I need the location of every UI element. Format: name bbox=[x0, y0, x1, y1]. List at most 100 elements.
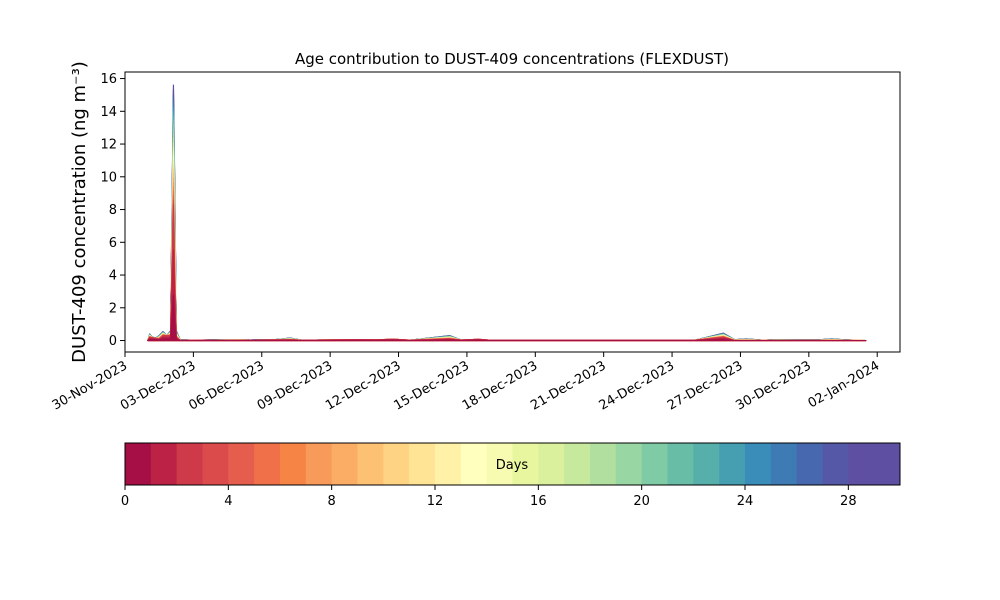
y-tick-label: 0 bbox=[109, 334, 117, 349]
colorbar-segment bbox=[435, 443, 462, 485]
area-layer-day-21 bbox=[147, 119, 867, 342]
x-tick-label: 18-Dec-2023 bbox=[460, 358, 540, 413]
area-layer-day-16 bbox=[147, 142, 867, 342]
y-tick-label: 14 bbox=[100, 105, 117, 120]
colorbar-tick-label: 12 bbox=[427, 494, 444, 509]
stacked-areas bbox=[147, 84, 867, 342]
colorbar-segment bbox=[228, 443, 255, 485]
colorbar-segment bbox=[357, 443, 384, 485]
x-tick-label: 12-Dec-2023 bbox=[323, 358, 403, 413]
area-layer-day-20 bbox=[147, 124, 867, 342]
y-tick-label: 2 bbox=[109, 301, 117, 316]
colorbar-segment bbox=[409, 443, 436, 485]
y-tick-label: 10 bbox=[100, 170, 117, 185]
area-layer-day-28 bbox=[147, 88, 867, 342]
colorbar-segment bbox=[486, 443, 513, 485]
x-tick-label: 15-Dec-2023 bbox=[392, 358, 472, 413]
y-tick-label: 16 bbox=[100, 72, 117, 87]
area-layer-day-9 bbox=[147, 173, 867, 342]
x-axis: 30-Nov-202303-Dec-202306-Dec-202309-Dec-… bbox=[50, 352, 882, 414]
area-layer-day-5 bbox=[147, 190, 867, 342]
area-layer-day-27 bbox=[147, 93, 867, 342]
area-layer-day-7 bbox=[147, 181, 867, 342]
y-tick-label: 8 bbox=[109, 203, 117, 218]
y-tick-label: 4 bbox=[109, 269, 117, 284]
y-tick-label: 12 bbox=[100, 138, 117, 153]
area-layer-day-2 bbox=[147, 204, 867, 342]
colorbar-tick-label: 16 bbox=[530, 494, 547, 509]
colorbar-segment bbox=[615, 443, 643, 485]
area-layer-day-10 bbox=[147, 168, 867, 342]
area-layer-day-15 bbox=[147, 146, 867, 342]
plot-frame bbox=[124, 71, 901, 353]
x-tick-label: 06-Dec-2023 bbox=[186, 358, 266, 413]
area-layer-day-23 bbox=[147, 111, 867, 342]
colorbar-segment bbox=[280, 443, 307, 485]
colorbar-segment bbox=[641, 443, 668, 485]
area-layer-day-6 bbox=[147, 186, 867, 342]
colorbar-segment bbox=[693, 443, 720, 485]
colorbar-tick-label: 20 bbox=[633, 494, 650, 509]
colorbar-axis: 0 4 8 12 16 20 24 28 bbox=[121, 485, 857, 509]
area-layer-day-22 bbox=[147, 115, 867, 342]
area-layer-day-26 bbox=[147, 97, 867, 342]
colorbar bbox=[124, 442, 901, 486]
colorbar-segment bbox=[874, 443, 901, 485]
colorbar-segment bbox=[590, 443, 617, 485]
colorbar-segment bbox=[383, 443, 410, 485]
colorbar-frame bbox=[124, 442, 901, 486]
area-layer-day-4 bbox=[147, 195, 867, 342]
colorbar-segment bbox=[770, 443, 798, 485]
colorbar-tick-label: 0 bbox=[121, 494, 129, 509]
y-axis: 0 2 4 6 8 10 12 14 16 bbox=[100, 72, 125, 349]
area-layer-day-12 bbox=[147, 159, 867, 342]
x-tick-label: 24-Dec-2023 bbox=[597, 358, 677, 413]
colorbar-tick-label: 28 bbox=[840, 494, 857, 509]
colorbar-segment bbox=[564, 443, 591, 485]
colorbar-label: Days bbox=[496, 458, 529, 473]
x-tick-label: 27-Dec-2023 bbox=[665, 358, 745, 413]
colorbar-segment bbox=[796, 443, 823, 485]
x-tick-label: 02-Jan-2024 bbox=[806, 358, 883, 411]
colorbar-segment bbox=[176, 443, 203, 485]
area-layer-day-29 bbox=[147, 84, 867, 342]
area-layer-day-13 bbox=[147, 155, 867, 342]
x-tick-label: 30-Dec-2023 bbox=[733, 358, 813, 413]
colorbar-segment bbox=[254, 443, 281, 485]
area-layer-day-25 bbox=[147, 102, 867, 342]
colorbar-segment bbox=[331, 443, 358, 485]
area-layer-day-1 bbox=[147, 249, 867, 342]
colorbar-segment bbox=[822, 443, 849, 485]
colorbar-segment bbox=[305, 443, 333, 485]
area-layer-day-11 bbox=[147, 164, 867, 342]
colorbar-tick-label: 8 bbox=[328, 494, 336, 509]
colorbar-segment bbox=[150, 443, 178, 485]
colorbar-segment bbox=[667, 443, 694, 485]
area-layer-day-24 bbox=[147, 106, 867, 342]
area-layer-day-19 bbox=[147, 128, 867, 342]
colorbar-segment bbox=[848, 443, 875, 485]
colorbar-tick-label: 4 bbox=[224, 494, 232, 509]
area-layer-day-18 bbox=[147, 133, 867, 342]
y-axis-label: DUST-409 concentration (ng m⁻³) bbox=[69, 61, 90, 363]
colorbar-segment bbox=[125, 443, 152, 485]
x-tick-label: 30-Nov-2023 bbox=[50, 358, 130, 413]
y-tick-label: 6 bbox=[109, 236, 117, 251]
area-layer-day-3 bbox=[147, 199, 867, 342]
area-layer-day-14 bbox=[147, 150, 867, 342]
x-tick-label: 21-Dec-2023 bbox=[528, 358, 608, 413]
colorbar-segment bbox=[745, 443, 772, 485]
area-layer-day-0 bbox=[147, 294, 867, 342]
colorbar-segment bbox=[202, 443, 229, 485]
colorbar-segment bbox=[512, 443, 539, 485]
colorbar-tick-label: 24 bbox=[737, 494, 754, 509]
area-layer-day-8 bbox=[147, 177, 867, 342]
x-tick-label: 09-Dec-2023 bbox=[255, 358, 335, 413]
area-layer-day-17 bbox=[147, 137, 867, 342]
chart-title: Age contribution to DUST-409 concentrati… bbox=[295, 50, 729, 68]
x-tick-label: 03-Dec-2023 bbox=[118, 358, 198, 413]
colorbar-segment bbox=[719, 443, 746, 485]
colorbar-segment bbox=[538, 443, 565, 485]
colorbar-segment bbox=[460, 443, 488, 485]
